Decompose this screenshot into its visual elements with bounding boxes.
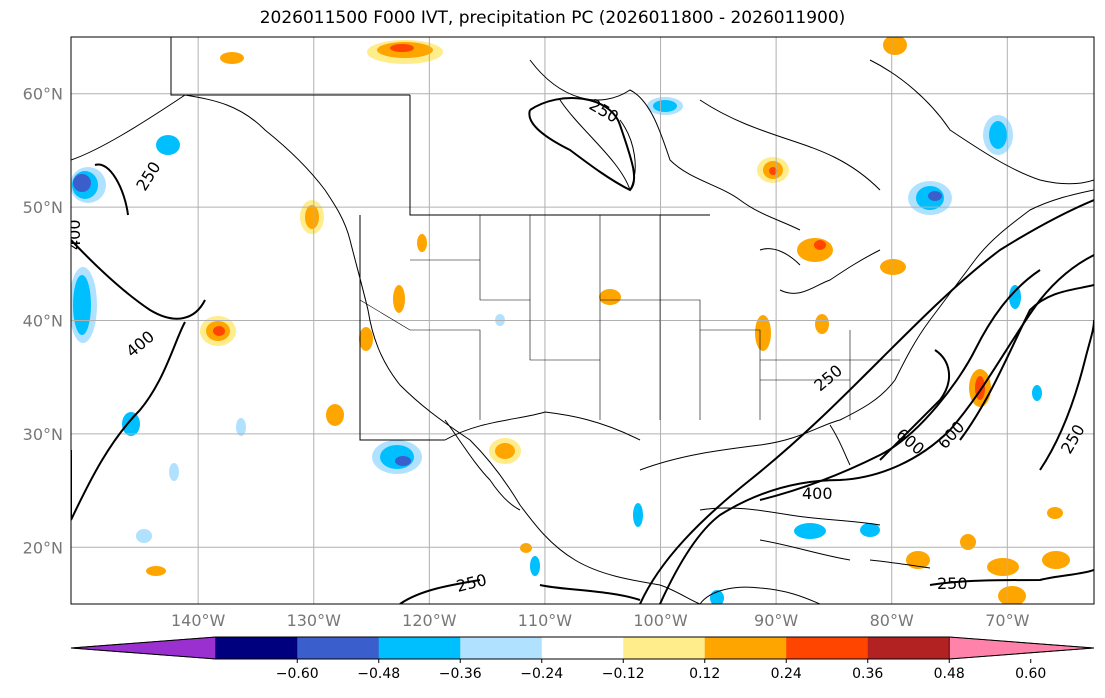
contour-label-400-pacific-north: 400 [65,219,84,250]
colorbar-tick-label: −0.12 [602,666,645,682]
colorbar-tick-label: −0.60 [276,666,319,682]
lon-tick-label: 120°W [402,611,457,630]
colorbar-tick-label: −0.36 [439,666,482,682]
colorbar-outline [70,636,1095,660]
precip-shading [71,37,1070,604]
colorbar-segment [704,637,787,659]
lat-tick-label: 40°N [23,312,63,331]
colorbar-tick-label: 0.48 [934,666,965,682]
longitude-labels: 140°W 130°W 120°W 110°W 100°W 90°W 80°W 70°W [171,611,1030,630]
colorbar-segment [867,637,950,659]
lon-tick-label: 130°W [287,611,342,630]
state-borders [359,215,900,420]
colorbar-extend-high [948,636,1095,660]
colorbar-tick-label: −0.24 [520,666,563,682]
lon-tick-label: 100°W [633,611,688,630]
lat-tick-label: 30°N [23,425,63,444]
colorbar [70,636,1095,663]
lat-tick-label: 60°N [23,85,63,104]
colorbar-tick-label: 0.24 [771,666,802,682]
lat-tick-label: 50°N [23,198,63,217]
lon-tick-label: 70°W [985,611,1029,630]
contour-label-400-gulf: 400 [802,484,833,503]
colorbar-segment [786,637,869,659]
colorbar-tick-label: −0.48 [357,666,400,682]
latitude-labels: 20°N 30°N 40°N 50°N 60°N [23,85,63,558]
colorbar-labels: −0.60 −0.48 −0.36 −0.24 −0.12 0.12 0.24 0.36 0.4… [276,666,1047,682]
colorbar-segment [215,637,298,659]
colorbar-segment [541,637,624,659]
graticule [71,37,1094,604]
lon-tick-label: 140°W [171,611,226,630]
map-border [70,36,1095,605]
colorbar-segment [297,637,380,659]
colorbar-tick-label: 0.12 [689,666,720,682]
contour-label-250-caribbean: 250 [937,574,968,593]
coastlines [71,37,1094,604]
lat-tick-label: 20°N [23,538,63,557]
colorbar-extend-low [70,636,217,660]
colorbar-tick-label: 0.60 [1015,666,1046,682]
lon-tick-label: 90°W [754,611,798,630]
lon-tick-label: 80°W [870,611,914,630]
colorbar-tick-label: 0.36 [852,666,883,682]
colorbar-segment [460,637,543,659]
colorbar-segment [378,637,461,659]
ivt-contours [71,97,1094,604]
colorbar-segment [623,637,706,659]
map-title: 2026011500 F000 IVT, precipitation PC (2… [259,8,846,28]
lon-tick-label: 110°W [518,611,573,630]
